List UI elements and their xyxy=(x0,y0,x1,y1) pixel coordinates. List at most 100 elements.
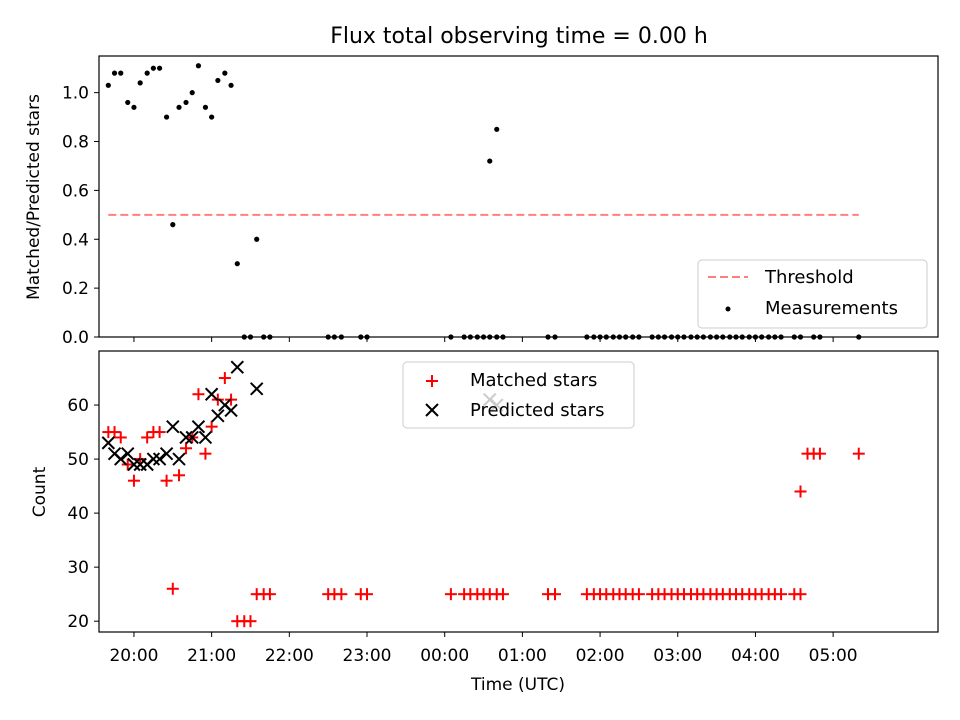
ratio-legend-box xyxy=(697,259,928,329)
ratio-y-tick-label: 0.8 xyxy=(62,133,89,153)
predicted-star-point xyxy=(211,409,225,423)
measurement-point xyxy=(118,70,124,76)
matched-star-point xyxy=(244,615,257,628)
matched-star-point xyxy=(444,588,457,601)
predicted-star-point xyxy=(172,452,186,466)
matched-star-point xyxy=(335,588,348,601)
matched-star-point xyxy=(141,431,154,444)
measurement-point xyxy=(176,104,182,110)
ratio-y-tick-label: 0.6 xyxy=(62,181,89,201)
count-x-tick-label: 03:00 xyxy=(653,646,702,666)
legend-predicted-swatch xyxy=(425,403,439,417)
count-x-tick-label: 20:00 xyxy=(109,646,158,666)
measurement-point xyxy=(222,70,228,76)
count-x-ticks: 20:00 21:00 22:00 23:00 00:00 01:00 02:00 03:00… xyxy=(109,632,858,666)
matched-star-point xyxy=(160,474,173,487)
predicted-star-point xyxy=(166,419,180,434)
ratio-y-tick-label: 0.4 xyxy=(62,230,89,250)
measurement-point xyxy=(137,80,143,86)
count-x-tick-label: 21:00 xyxy=(187,646,236,666)
ratio-y-axis-label: Matched/Predicted stars xyxy=(24,94,44,300)
matched-star-point xyxy=(775,588,788,601)
count-panel: Count Time (UTC) 20 30 40 50 60 20:00 21:00 22… xyxy=(30,350,939,695)
matched-star-point xyxy=(121,458,134,471)
ratio-axes-frame xyxy=(98,55,939,338)
measurement-point xyxy=(111,70,118,76)
measurement-point xyxy=(144,70,150,76)
matched-star-point xyxy=(794,588,807,601)
predicted-star-point xyxy=(159,446,174,461)
count-y-ticks: 20 30 40 50 60 xyxy=(67,396,99,632)
ratio-chart-title: Flux total observing time = 0.00 h xyxy=(330,24,708,49)
predicted-star-point xyxy=(146,452,161,466)
predicted-star-point xyxy=(101,436,116,450)
measurement-point xyxy=(234,261,240,267)
ratio-y-tick-label: 1.0 xyxy=(62,84,89,104)
matched-star-point xyxy=(108,426,121,439)
matched-star-point xyxy=(205,420,218,433)
measurement-point xyxy=(163,114,170,120)
predicted-star-point xyxy=(249,382,264,396)
legend-predicted-label: Predicted stars xyxy=(470,400,604,421)
matched-star-point xyxy=(180,442,193,455)
count-y-tick-label: 30 xyxy=(67,558,89,578)
matched-star-point xyxy=(549,588,562,601)
count-y-tick-label: 50 xyxy=(67,450,89,470)
count-x-tick-label: 05:00 xyxy=(809,646,858,666)
matched-star-point xyxy=(192,388,205,401)
matched-star-point xyxy=(361,588,374,601)
measurement-point xyxy=(215,77,221,84)
legend-measurements-label: Measurements xyxy=(765,298,898,319)
count-y-axis-label: Count xyxy=(30,466,50,517)
measurement-point xyxy=(150,65,156,71)
matched-star-point xyxy=(263,588,276,601)
legend-matched-swatch xyxy=(426,375,438,387)
legend-matched-label: Matched stars xyxy=(470,370,597,391)
predicted-star-point xyxy=(185,430,199,445)
count-x-tick-label: 23:00 xyxy=(343,646,392,666)
predicted-star-point xyxy=(198,430,213,445)
measurement-point xyxy=(183,99,189,106)
matched-star-point xyxy=(199,447,212,460)
legend-threshold-label: Threshold xyxy=(764,267,854,288)
measurement-point xyxy=(228,82,234,88)
measurement-point xyxy=(494,126,500,132)
predicted-star-point xyxy=(179,430,193,445)
matched-star-point xyxy=(218,372,231,385)
measurement-point xyxy=(254,236,260,242)
matched-star-point xyxy=(794,485,807,498)
matched-star-point xyxy=(632,588,645,601)
count-axes-frame xyxy=(98,350,939,633)
ratio-y-ticks: 0.0 0.2 0.4 0.6 0.8 1.0 xyxy=(62,84,99,348)
measurement-point xyxy=(487,158,493,164)
count-legend: Matched stars Predicted stars xyxy=(402,361,635,429)
count-legend-box xyxy=(402,361,635,429)
measurement-point xyxy=(131,104,137,110)
matched-star-point xyxy=(173,469,186,482)
ratio-legend: Threshold Measurements xyxy=(697,259,928,329)
count-x-tick-label: 22:00 xyxy=(265,646,314,666)
matched-star-point xyxy=(114,431,127,444)
matched-star-point xyxy=(496,588,509,601)
count-x-tick-label: 01:00 xyxy=(498,646,547,666)
predicted-star-point xyxy=(121,446,135,461)
measurement-point xyxy=(195,63,202,69)
measurement-point xyxy=(125,99,131,106)
measurement-point xyxy=(105,82,111,88)
count-y-tick-label: 40 xyxy=(67,504,89,524)
count-x-tick-label: 00:00 xyxy=(420,646,469,666)
matched-star-point xyxy=(127,474,140,487)
matched-star-point xyxy=(852,447,865,460)
measurement-point xyxy=(202,104,209,110)
measurement-point xyxy=(189,90,195,96)
matched-star-point xyxy=(813,447,826,460)
predicted-star-point xyxy=(230,360,244,374)
ratio-panel: Flux total observing time = 0.00 h Match… xyxy=(24,24,939,348)
predicted-star-point xyxy=(114,452,128,466)
predicted-star-point xyxy=(204,387,219,401)
predicted-star-point xyxy=(127,457,141,472)
measurement-point xyxy=(170,222,176,228)
count-x-tick-label: 02:00 xyxy=(576,646,625,666)
ratio-y-tick-label: 0.0 xyxy=(62,328,89,348)
